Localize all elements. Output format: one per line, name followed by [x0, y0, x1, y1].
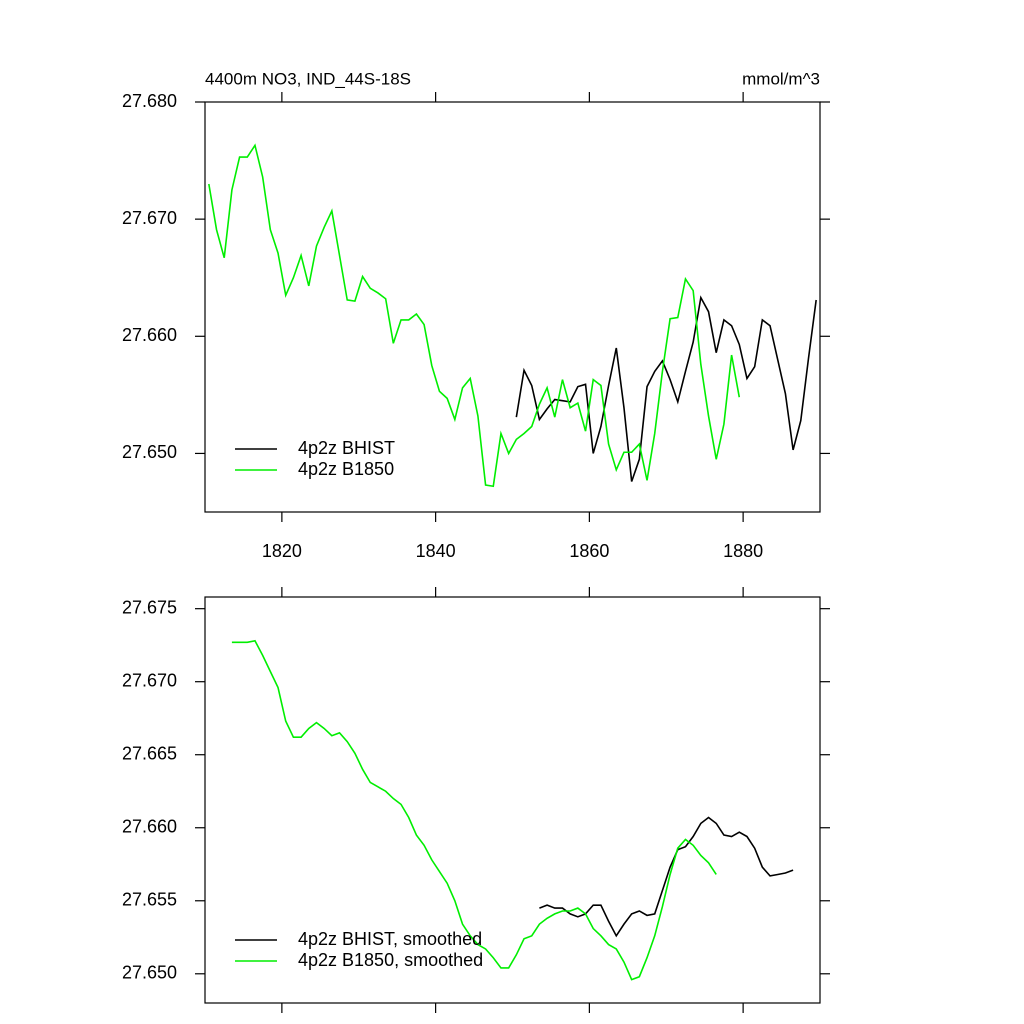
plot-frame — [204, 101, 821, 513]
y-tick-label: 27.670 — [122, 208, 177, 228]
y-tick-label: 27.670 — [122, 670, 177, 690]
series-line — [539, 816, 794, 938]
legend-label: 4p2z BHIST — [298, 438, 395, 458]
units-label: mmol/m^3 — [742, 69, 820, 88]
y-tick-label: 27.675 — [122, 597, 177, 617]
y-tick-label: 27.650 — [122, 442, 177, 462]
legend-label: 4p2z B1850 — [298, 459, 394, 479]
legend-label: 4p2z BHIST, smoothed — [298, 929, 482, 949]
y-tick-label: 27.650 — [122, 963, 177, 983]
x-tick-label: 1820 — [262, 541, 302, 561]
y-tick-label: 27.660 — [122, 325, 177, 345]
chart-title: 4400m NO3, IND_44S-18S — [205, 69, 411, 88]
legend-label: 4p2z B1850, smoothed — [298, 950, 483, 970]
series-line — [208, 143, 741, 488]
y-tick-label: 27.655 — [122, 890, 177, 910]
x-tick-label: 1860 — [569, 541, 609, 561]
series-line — [515, 295, 817, 482]
panel: 27.650 27.655 27.660 27.665 27.670 27.675 4p2z… — [122, 587, 830, 1013]
plot-frame — [204, 596, 821, 1004]
x-tick-label: 1840 — [416, 541, 456, 561]
series-line — [231, 639, 717, 981]
panel: 4400m NO3, IND_44S-18S mmol/m^3 27.650 27.6… — [122, 69, 830, 561]
y-tick-label: 27.660 — [122, 816, 177, 836]
y-tick-label: 27.665 — [122, 743, 177, 763]
y-tick-label: 27.680 — [122, 91, 177, 111]
x-tick-label: 1880 — [723, 541, 763, 561]
